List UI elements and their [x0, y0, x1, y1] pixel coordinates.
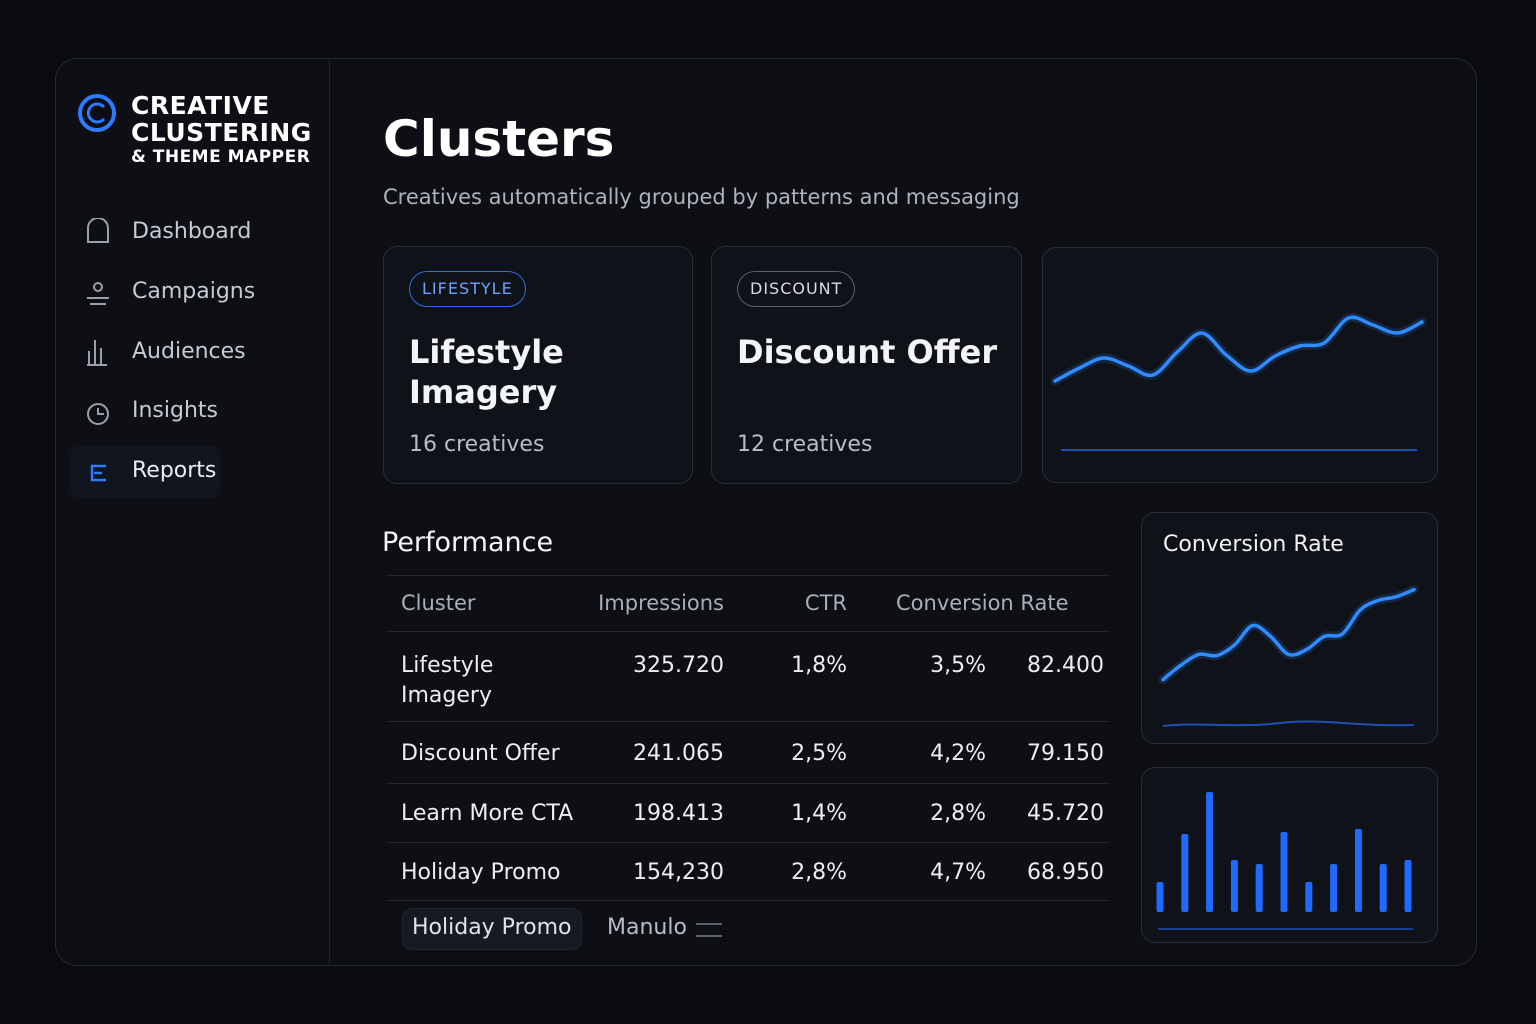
table-cell: 1,8% [791, 653, 847, 678]
bar [1206, 792, 1214, 912]
bar [1354, 829, 1362, 912]
card-count: 16 creatives [409, 432, 545, 457]
tag: LIFESTYLE [409, 271, 526, 307]
bar [1156, 882, 1164, 912]
table-cell: 68.950 [1027, 860, 1104, 885]
table-cell: 3,5% [930, 653, 986, 678]
table-cell: 82.400 [1027, 653, 1104, 678]
chart-card [1141, 512, 1438, 744]
cluster-card[interactable] [383, 246, 693, 484]
nav-item[interactable]: Insights [132, 398, 219, 423]
nav-item[interactable]: Audiences [132, 339, 246, 364]
logo-icon [78, 94, 116, 132]
column-header: Conversion Rate [896, 591, 1069, 615]
brand-line: & THEME MAPPER [131, 147, 311, 167]
table-cell: 2,8% [791, 860, 847, 885]
table-cell: 2,8% [930, 801, 986, 826]
table-cell: Lifestyle Imagery [401, 653, 494, 708]
table-cell: Learn More CTA [401, 801, 574, 826]
chart-card [1141, 767, 1438, 943]
sidebar [55, 58, 330, 966]
bar [1379, 864, 1387, 912]
chip-label[interactable]: Holiday Promo [412, 915, 572, 940]
menu-icon [696, 923, 722, 937]
page-subtitle: Creatives automatically grouped by patte… [383, 185, 1020, 209]
card-count: 12 creatives [737, 432, 873, 457]
line [1161, 587, 1416, 682]
table-cell: 4,2% [930, 741, 986, 766]
chip-bg[interactable] [402, 908, 582, 950]
table-cell: Holiday Promo [401, 860, 561, 885]
divider [386, 631, 1110, 632]
divider [386, 575, 1110, 576]
bar [1181, 834, 1189, 912]
cluster-card[interactable] [711, 246, 1022, 484]
line-glow [1158, 585, 1419, 685]
nav-icons [87, 218, 109, 482]
table-cell: 4,7% [930, 860, 986, 885]
table-cell: 45.720 [1027, 801, 1104, 826]
divider [386, 783, 1110, 784]
card-title: Lifestyle Imagery [409, 333, 564, 411]
column-header: CTR [804, 591, 847, 615]
table-cell: 79.150 [1027, 741, 1104, 766]
bar [1330, 864, 1338, 912]
bar [1255, 864, 1263, 912]
brand-line: CLUSTERING [131, 118, 312, 147]
chart-title: Conversion Rate [1163, 532, 1344, 557]
bar [1305, 882, 1313, 912]
divider [386, 721, 1110, 722]
table-cell: 198.413 [633, 801, 724, 826]
bar [1230, 860, 1238, 912]
table-cell: Discount Offer [401, 741, 560, 766]
table-cell: 325.720 [633, 653, 724, 678]
line-glow [1050, 312, 1427, 386]
tag: DISCOUNT [737, 271, 856, 307]
table-cell: 2,5% [791, 741, 847, 766]
menu-label[interactable]: Manulo [607, 915, 687, 940]
brand-line: CREATIVE [131, 91, 270, 120]
nav-item[interactable]: Dashboard [132, 219, 252, 244]
table-cell: 154,230 [633, 860, 724, 885]
card-title: Discount Offer [737, 333, 998, 371]
table-cell: 241.065 [633, 741, 724, 766]
line [1053, 315, 1424, 383]
nav-item[interactable]: Campaigns [132, 279, 256, 304]
baseline [1162, 720, 1415, 727]
divider [386, 900, 1110, 901]
nav-item[interactable]: Reports [132, 458, 217, 483]
page-title: Clusters [383, 110, 615, 168]
column-header: Cluster [401, 591, 476, 615]
table-cell: 1,4% [791, 801, 847, 826]
section-title: Performance [382, 527, 554, 558]
column-header: Impressions [598, 591, 724, 615]
bar [1280, 832, 1288, 912]
divider [386, 842, 1110, 843]
bar [1404, 860, 1412, 912]
